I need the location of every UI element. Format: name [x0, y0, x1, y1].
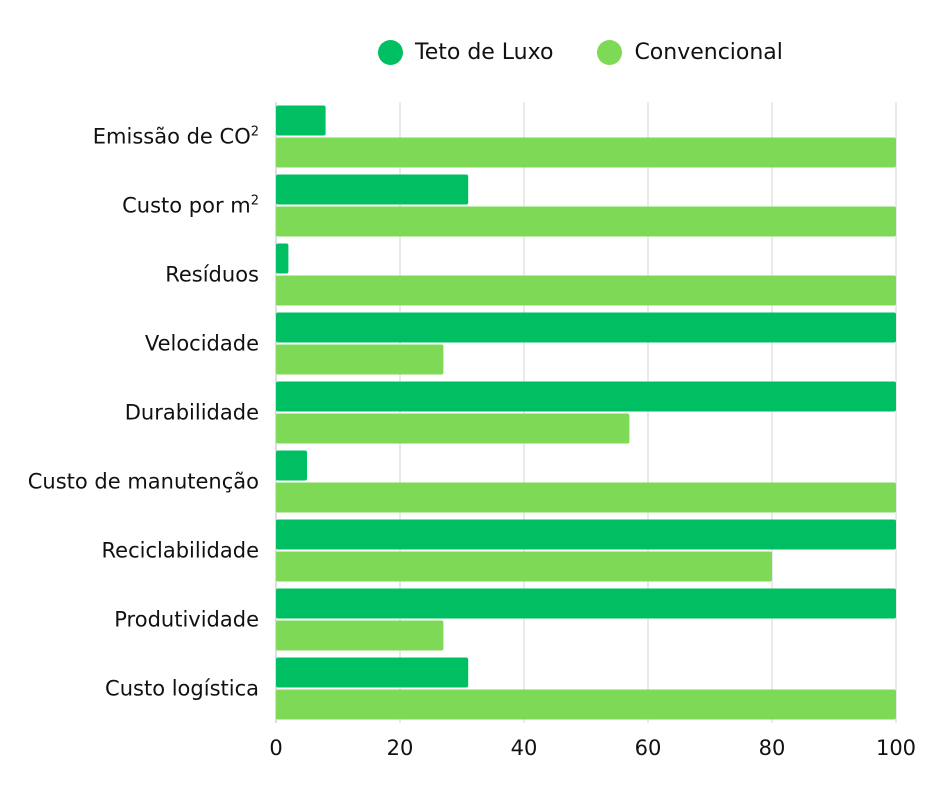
category-label: Produtividade: [114, 608, 259, 632]
bar-teto-de-luxo[interactable]: [276, 450, 307, 481]
category-label: Custo de manutenção: [28, 470, 259, 494]
x-tick-label: 20: [387, 736, 414, 760]
legend-item-convencional[interactable]: Convencional: [597, 40, 783, 65]
bar-teto-de-luxo[interactable]: [276, 519, 896, 550]
bar-teto-de-luxo[interactable]: [276, 657, 469, 688]
bar-teto-de-luxo[interactable]: [276, 105, 326, 136]
category-label: Emissão de CO2: [93, 125, 259, 149]
bar-teto-de-luxo[interactable]: [276, 588, 896, 619]
bar-convencional[interactable]: [276, 344, 444, 375]
legend: Teto de Luxo Convencional: [378, 40, 827, 65]
x-tick-label: 80: [759, 736, 786, 760]
x-tick-label: 60: [635, 736, 662, 760]
category-label: Velocidade: [145, 332, 259, 356]
legend-marker-convencional: [597, 40, 623, 65]
legend-item-teto-de-luxo[interactable]: Teto de Luxo: [378, 40, 553, 65]
category-label: Resíduos: [165, 263, 259, 287]
bar-convencional[interactable]: [276, 689, 896, 720]
bar-convencional[interactable]: [276, 413, 630, 444]
bar-convencional[interactable]: [276, 206, 896, 237]
bar-teto-de-luxo[interactable]: [276, 243, 289, 274]
bar-convencional[interactable]: [276, 275, 896, 306]
category-label: Custo por m2: [122, 194, 259, 218]
x-tick-label: 0: [269, 736, 282, 760]
category-label: Reciclabilidade: [102, 539, 259, 563]
bar-convencional[interactable]: [276, 620, 444, 651]
legend-label: Convencional: [634, 40, 783, 65]
bar-teto-de-luxo[interactable]: [276, 381, 896, 412]
bar-convencional[interactable]: [276, 482, 896, 513]
category-label: Custo logística: [105, 677, 259, 701]
bar-convencional[interactable]: [276, 551, 772, 582]
legend-marker-teto-de-luxo: [378, 40, 403, 65]
legend-label: Teto de Luxo: [415, 40, 554, 65]
x-tick-label: 40: [511, 736, 538, 760]
category-label: Durabilidade: [125, 401, 259, 425]
bar-convencional[interactable]: [276, 137, 896, 168]
bar-teto-de-luxo[interactable]: [276, 312, 896, 343]
bar-teto-de-luxo[interactable]: [276, 174, 469, 205]
x-tick-label: 100: [876, 736, 916, 760]
